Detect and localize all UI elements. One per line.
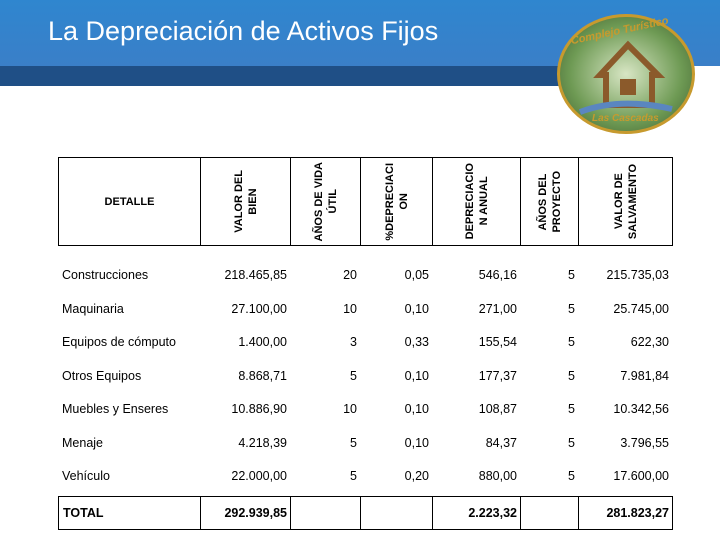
total-empty [520,495,579,530]
cell-value: 17.600,00 [613,469,669,483]
header-cell: AÑOS DEL PROYECTO [520,157,579,246]
header-line: VALOR DEL [232,170,245,233]
cell-value: 108,87 [478,402,517,416]
cell-value: 20 [343,268,357,282]
cell-value: 3.796,55 [620,435,669,450]
row-label: Equipos de cómputo [62,335,176,349]
cell-value: 10.342,56 [613,402,669,416]
cell-value: 5 [568,402,575,416]
logo: Complejo Turístico Las Cascadas [557,14,695,134]
header-cell: VALOR DEL BIEN [200,157,291,246]
logo-bottom: Las Cascadas [592,113,659,124]
total-cell: 292.939,85 [200,495,291,530]
total-cell: 2.223,32 [432,495,521,530]
header-line: DETALLE [104,195,155,208]
header-text: VALOR DE SALVAMENTO [612,164,640,239]
header-line: ÚTIL [326,189,339,214]
cell-value: 0,10 [404,368,429,383]
logo-art [578,40,673,115]
header-line: %DEPRECIACI [383,162,396,241]
header-line: ON [397,193,410,210]
row-label: Muebles y Enseres [62,402,169,416]
cell-value: 215.735,03 [606,268,669,282]
total-empty [290,495,361,530]
cell-value: 218.465,85 [224,268,287,282]
cell-value: 0,10 [404,402,429,416]
cell-value: 177,37 [478,368,517,383]
header-cell: DETALLE [58,157,201,246]
cell-value: 84,37 [485,435,517,450]
header-cell: %DEPRECIACI ON [360,157,433,246]
row-label: Vehículo [62,469,110,483]
cell-value: 10 [343,402,357,416]
cell-value: 5 [568,469,575,483]
row-label: Menaje [62,435,103,450]
header-cell: AÑOS DE VIDA ÚTIL [290,157,361,246]
header-line: PROYECTO [550,170,563,233]
header-strip [0,66,570,86]
header-line: SALVAMENTO [626,163,639,240]
header-line: BIEN [246,188,259,215]
header-cell: DEPRECIACIO N ANUAL [432,157,521,246]
cell-value: 5 [568,435,575,450]
header-line: VALOR DE [612,173,625,230]
title: La Depreciación de Activos Fijos [48,16,439,46]
header-cell: VALOR DE SALVAMENTO [578,157,673,246]
cell-value: 5 [568,301,575,316]
cell-value: 0,33 [404,335,429,349]
header-line: N ANUAL [477,176,490,227]
row-label: Otros Equipos [62,368,142,383]
cell-value: 5 [350,435,357,450]
cell-value: 0,10 [404,435,429,450]
total-cell: 281.823,27 [578,495,673,530]
header-text: AÑOS DE VIDA ÚTIL [312,162,340,241]
total-cell: TOTAL [58,495,201,530]
cell-value: 5 [350,469,357,483]
cell-value: 0,05 [404,268,429,282]
cell-value: 25.745,00 [613,301,669,316]
cell-value: 546,16 [478,268,517,282]
header-line: DEPRECIACIO [463,163,476,240]
cell-value: 5 [568,335,575,349]
cell-value: 10.886,90 [231,402,287,416]
cell-value: 0,20 [404,469,429,483]
total-empty [360,495,433,530]
header-line: AÑOS DEL [536,173,549,230]
header-line: AÑOS DE VIDA [312,161,325,242]
cell-value: 5 [568,368,575,383]
cell-value: 8.868,71 [238,368,287,383]
cell-value: 3 [350,335,357,349]
cell-value: 155,54 [478,335,517,349]
cell-value: 7.981,84 [620,368,669,383]
header-text: %DEPRECIACI ON [383,163,411,241]
row-label: Construcciones [62,268,149,282]
cell-value: 880,00 [478,469,517,483]
header-text: DEPRECIACIO N ANUAL [463,163,491,239]
cell-value: 4.218,39 [238,435,287,450]
cell-value: 5 [350,368,357,383]
header-text: AÑOS DEL PROYECTO [536,171,564,233]
cell-value: 622,30 [630,335,669,349]
cell-value: 1.400,00 [238,335,287,349]
cell-value: 0,10 [404,301,429,316]
row-label: Maquinaria [62,301,124,316]
cell-value: 271,00 [478,301,517,316]
cell-value: 10 [343,301,357,316]
header-text: DETALLE [105,196,155,208]
header-text: VALOR DEL BIEN [232,170,260,233]
cell-value: 27.100,00 [231,301,287,316]
cell-value: 22.000,00 [231,469,287,483]
cell-value: 5 [568,268,575,282]
